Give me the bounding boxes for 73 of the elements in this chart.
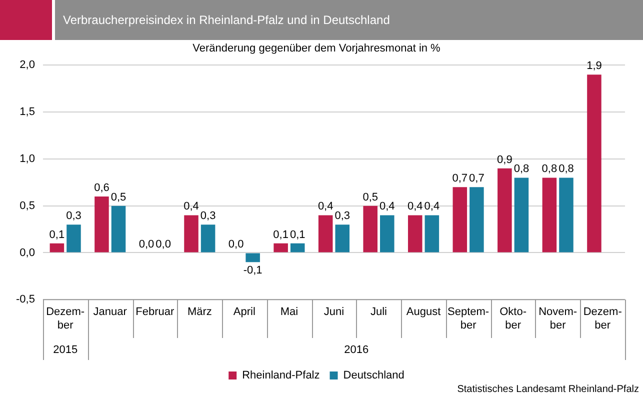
bar [246,253,260,262]
bar [290,243,305,252]
data-label: 0,1 [49,228,65,241]
text: 2016 [344,344,369,356]
data-label: 0,5 [110,191,126,204]
bar [424,215,440,252]
data-label: 0,9 [497,154,512,166]
bar [274,243,288,252]
x-tick-label: Dezem-ber [46,306,85,332]
x-tick-label: Okto-ber [500,306,527,332]
bar [318,215,333,252]
data-label: 0,7 [452,172,468,185]
bar [587,74,602,252]
bar [94,196,109,252]
y-tick-label: 0,0 [20,246,35,259]
data-label: 0,3 [200,210,216,222]
bar [200,224,216,252]
data-label: -0,1 [243,264,262,277]
y-tick-label: 1,0 [20,152,35,165]
data-label: 0,4 [318,200,334,213]
chart-title: Verbraucherpreisindex in Rheinland-Pfalz und in Deutschland [55,0,643,40]
data-label: 0,4 [184,200,199,213]
x-tick-label: Septem-ber [448,306,490,332]
y-tick-label: 0,5 [20,200,35,212]
data-label: 0,1 [273,228,288,241]
bar [335,224,350,252]
data-label: 0,8 [558,163,574,176]
x-tick-label: Februar [136,306,174,318]
x-tick-label: August [406,306,441,318]
bar [66,224,81,252]
x-tick-label: April [233,306,256,318]
data-label: 0,4 [424,200,440,213]
bar [50,243,64,252]
data-label: 0,4 [379,200,395,213]
bar [184,215,198,252]
data-label: 0,3 [334,210,350,222]
data-label: 0,1 [290,228,306,241]
bar [559,178,574,252]
x-tick-label: Mai [280,306,298,318]
chart-subtitle: Veränderung gegenüber dem Vorjahresmonat in % [192,42,441,55]
x-tick-label: Januar [93,306,128,318]
bar [514,178,529,252]
data-label: 0,0 [138,238,154,250]
x-tick-label: Dezem-ber [583,306,622,332]
data-label: 0,4 [407,200,423,213]
bar [452,187,468,252]
x-tick-label: März [187,306,212,318]
data-label: 0,8 [542,163,558,176]
data-label: 0,7 [469,172,484,185]
y-tick-label: 1,5 [20,106,35,118]
text: Statistisches Landesamt Rheinland-Pfalz [457,384,639,395]
y-tick-label: 2,0 [20,59,35,72]
legend-label: Rheinland-Pfalz [242,370,320,382]
x-tick-label: Juli [370,306,388,318]
bar [498,168,512,252]
bar [111,206,126,252]
y-tick-label: -0,5 [16,294,35,306]
x-tick-label: Juni [324,306,344,318]
bar [408,215,422,252]
data-label: 0,5 [362,191,378,204]
bar [363,206,378,252]
data-label: 0,0 [228,238,244,250]
data-label: 0,6 [94,182,110,194]
data-label: 1,9 [586,60,602,72]
bar [542,178,557,252]
text: 2015 [53,344,78,356]
data-label: 0,0 [156,238,171,250]
data-label: 0,3 [66,210,82,222]
bar [470,187,484,252]
x-tick-label: Novem-ber [538,306,578,332]
bar [380,215,394,252]
data-label: 0,8 [514,163,530,176]
legend-label: Deutschland [343,370,404,382]
